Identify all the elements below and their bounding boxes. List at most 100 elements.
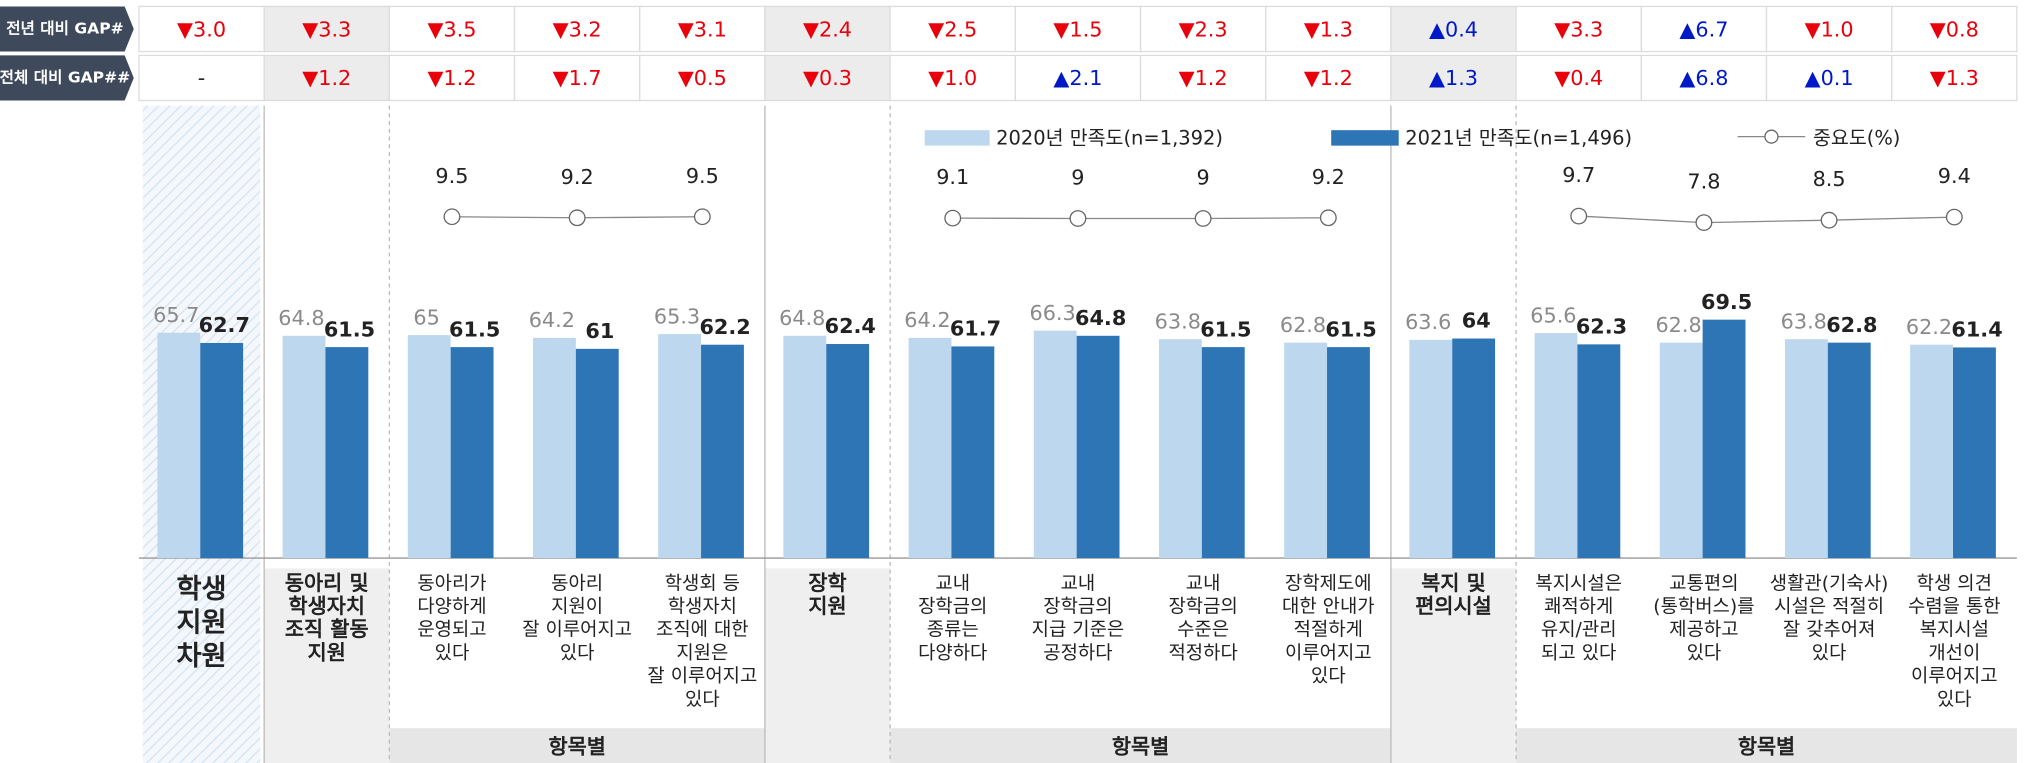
category-label: 학생 — [176, 574, 226, 605]
importance-point — [1319, 209, 1337, 227]
gap-value: ▼0.8 — [1930, 17, 1979, 41]
category-label: 쾌적하게 — [1544, 596, 1613, 618]
bar-value-label: 66.3 — [1029, 301, 1075, 325]
gap-row-label: 전년 대비 GAP# — [6, 19, 123, 38]
gap-value: ▼0.3 — [803, 66, 852, 90]
bar — [282, 335, 326, 559]
gap-value: ▼1.0 — [1805, 17, 1854, 41]
category-label: 복지시설 — [1920, 619, 1989, 641]
bar — [532, 337, 576, 559]
bar — [1158, 339, 1202, 559]
group-label: 항목별 — [548, 735, 605, 759]
gap-cell — [1765, 54, 1893, 102]
category-label: 이루어지고 — [1285, 642, 1372, 664]
legend-swatch — [924, 130, 990, 146]
bar — [783, 335, 827, 559]
category-label: 교내 — [1061, 572, 1096, 594]
bar — [1409, 339, 1453, 559]
category-label: 편의시설 — [1415, 594, 1491, 618]
bar-value-label: 64.8 — [779, 306, 825, 330]
gap-value: ▲0.1 — [1805, 66, 1854, 90]
bar — [1827, 342, 1871, 559]
category-label: 교내 — [1186, 572, 1221, 594]
group-band — [890, 728, 1391, 763]
bar-value-label: 62.8 — [1655, 313, 1701, 337]
importance-point — [1069, 210, 1087, 227]
legend: 2020년 만족도(n=1,392) 2021년 만족도(n=1,496) 중요도(… — [924, 127, 1900, 150]
importance-point — [443, 208, 461, 226]
summary-background — [264, 568, 390, 763]
category-label: 있다 — [1687, 642, 1722, 664]
gap-value: ▼1.2 — [1304, 66, 1353, 90]
category-label: 종류는 — [927, 620, 979, 641]
importance-value-label: 9 — [1197, 166, 1210, 190]
bar-value-label: 62.8 — [1826, 313, 1877, 337]
bar-value-label: 65 — [413, 305, 439, 329]
bar-value-label: 61 — [585, 319, 614, 343]
gap-value: ▼2.4 — [803, 17, 852, 41]
bar — [1201, 347, 1245, 559]
importance-value-label: 9.2 — [1312, 165, 1345, 189]
gap-cell — [1390, 5, 1517, 53]
importance-value-label: 9 — [1071, 166, 1084, 190]
importance-point — [568, 209, 586, 227]
gap-value: ▼1.3 — [1304, 17, 1353, 41]
group-band — [1516, 728, 2017, 763]
gap-cell — [764, 5, 891, 53]
category-label: 지원 — [308, 640, 346, 664]
category-label: 이루어지고 — [1911, 665, 1998, 687]
bar-value-label: 64.8 — [278, 306, 324, 330]
category-label: 교내 — [935, 572, 970, 594]
group-band — [389, 728, 765, 763]
bar — [1577, 344, 1621, 559]
gap-cell — [1139, 54, 1267, 102]
gap-value: ▼3.3 — [1554, 17, 1603, 41]
gap-cell — [1891, 5, 2018, 53]
bar — [701, 344, 744, 559]
bar — [575, 348, 619, 559]
bar-value-label: 63.8 — [1781, 310, 1827, 334]
category-label: 복지시설은 — [1535, 572, 1622, 594]
category-label: 동아리가 — [417, 572, 486, 594]
gap-value: ▲1.3 — [1429, 66, 1478, 90]
bar-value-label: 62.7 — [199, 313, 250, 337]
bar — [1327, 347, 1370, 559]
bar — [450, 347, 494, 559]
bar — [1534, 333, 1578, 559]
gap-cell — [1014, 5, 1142, 53]
legend-label: 2021년 만족도(n=1,496) — [1405, 127, 1632, 150]
gap-row-header: 전년 대비 GAP# — [0, 6, 134, 52]
category-label: 학생 의견 — [1917, 572, 1992, 594]
importance-value-label: 9.7 — [1562, 163, 1595, 187]
category-label: 지급 기준은 — [1032, 619, 1125, 641]
category-label: 다양하다 — [918, 642, 987, 664]
importance-point — [693, 208, 711, 226]
importance-point — [1194, 210, 1212, 227]
category-label: 시설은 적절히 — [1774, 596, 1884, 618]
bar-value-label: 64.8 — [1075, 306, 1126, 330]
gap-value: ▼3.2 — [553, 17, 602, 41]
bar-value-label: 64 — [1462, 309, 1491, 333]
legend-label: 2020년 만족도(n=1,392) — [996, 127, 1223, 150]
bar — [407, 335, 451, 559]
bar — [826, 344, 870, 559]
bar — [157, 332, 201, 559]
category-label: 있다 — [1937, 688, 1972, 710]
bar — [1284, 342, 1328, 559]
gap-cell — [1515, 54, 1642, 102]
gap-value: ▼3.1 — [678, 17, 727, 41]
bar-value-label: 62.2 — [699, 315, 750, 339]
legend-label: 중요도(%) — [1813, 127, 1900, 150]
bar-value-label: 61.7 — [950, 317, 1001, 341]
category-label: 장학제도에 — [1285, 572, 1372, 594]
category-label: 동아리 — [551, 572, 603, 594]
category-label: 유지/관리 — [1541, 619, 1617, 641]
category-label: 지원 — [176, 607, 226, 638]
category-label: 수준은 — [1177, 620, 1229, 641]
gap-value: ▼1.2 — [1179, 66, 1228, 90]
gap-value: ▼1.5 — [1053, 17, 1102, 41]
category-label: 제공하고 — [1669, 619, 1738, 641]
category-label: 동아리 및 — [285, 571, 369, 595]
gap-cell — [513, 5, 641, 53]
category-label: (통학버스)를 — [1653, 596, 1754, 618]
